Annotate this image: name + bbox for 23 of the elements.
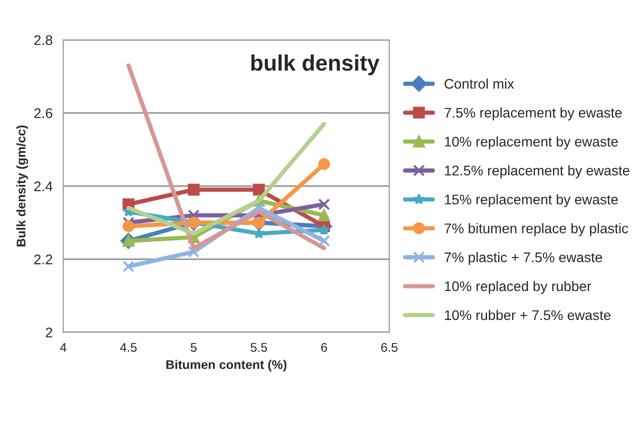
legend-label: 12.5% replacement by ewaste — [445, 165, 630, 178]
y-tick-label: 2.8 — [34, 35, 52, 46]
x-tick-label: 4.5 — [120, 343, 137, 352]
legend-label: 10% rubber + 7.5% ewaste — [445, 310, 610, 320]
y-tick-label: 2 — [46, 328, 52, 338]
legend-label: 15% replacement by ewaste — [445, 194, 618, 208]
legend-label: 10% replacement by ewaste — [445, 136, 618, 150]
y-tick-label: 2.6 — [34, 108, 52, 118]
y-tick-label: 2.4 — [34, 181, 52, 192]
x-axis-title: Bitumen content (%) — [166, 360, 286, 372]
x-tick-label: 6.5 — [381, 342, 398, 352]
legend-label: 7% bitumen replace by plastic — [444, 223, 628, 236]
y-axis-title: Bulk density (gm/cc) — [16, 126, 28, 246]
y-tick-label: 2.2 — [34, 254, 52, 264]
x-tick-label: 5.5 — [250, 343, 268, 352]
legend-label: Control mix — [444, 78, 514, 89]
legend-label: 7% plastic + 7.5% ewaste — [444, 252, 602, 265]
x-tick-label: 4 — [60, 343, 66, 352]
legend-label: 7.5% replacement by ewaste — [444, 107, 622, 120]
legend-label: 10% replaced by rubber — [445, 280, 592, 294]
x-tick-label: 5 — [190, 343, 197, 352]
text: bulk density — [251, 54, 380, 76]
x-tick-label: 6 — [321, 342, 328, 352]
